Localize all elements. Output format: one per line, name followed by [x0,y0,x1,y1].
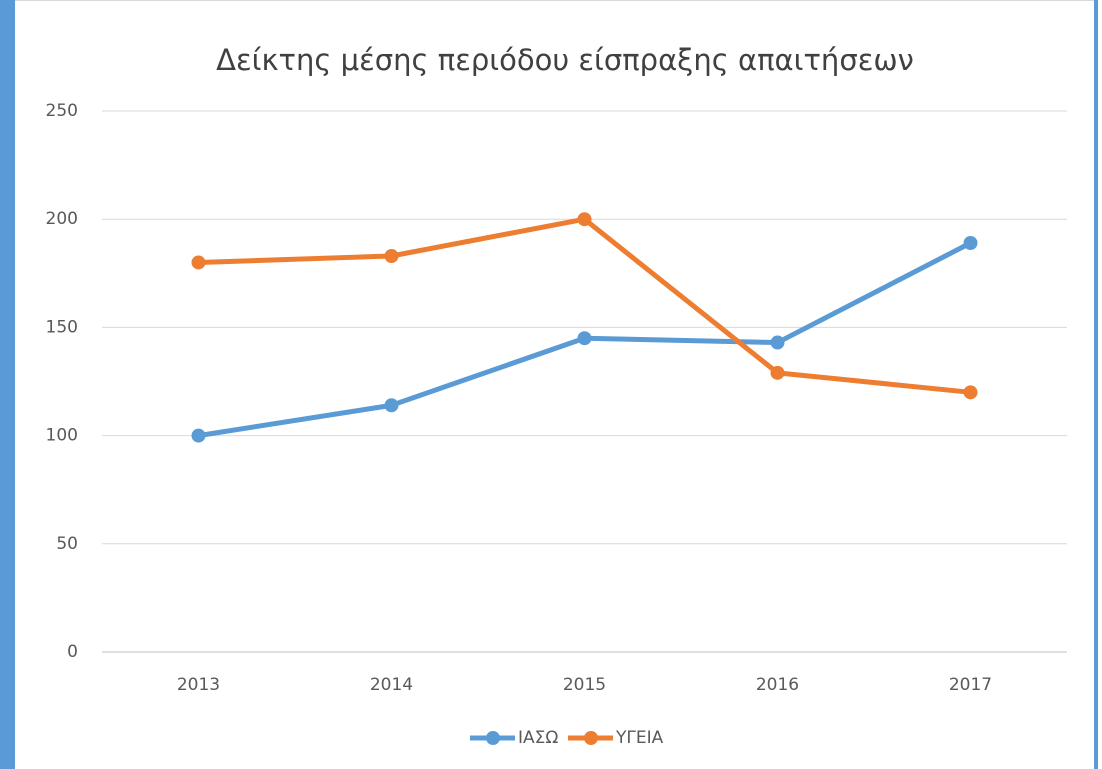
data-point [577,212,592,227]
legend-label: ΥΓΕΙΑ [615,728,664,748]
data-point [770,335,785,350]
data-point [770,365,785,380]
data-point [963,236,978,251]
x-tick-label: 2015 [563,675,606,695]
data-point [577,331,592,346]
chart-title: Δείκτης μέσης περιόδου είσπραξης απαιτήσ… [216,43,914,77]
y-tick-label: 50 [56,534,78,554]
legend-marker [486,731,500,745]
x-tick-label: 2017 [949,675,992,695]
y-tick-label: 150 [46,317,78,337]
x-tick-label: 2014 [370,675,413,695]
data-point [963,385,978,400]
y-tick-label: 200 [46,209,78,229]
legend-marker [584,731,598,745]
legend-label: ΙΑΣΩ [518,728,558,748]
data-point [384,398,399,413]
right-border [1094,0,1098,769]
y-tick-label: 250 [46,101,78,121]
x-tick-label: 2013 [177,675,220,695]
data-point [191,255,206,270]
data-point [384,248,399,263]
x-tick-label: 2016 [756,675,799,695]
y-tick-label: 100 [46,426,78,446]
data-point [191,428,206,443]
y-tick-label: 0 [67,642,78,662]
left-border [0,0,15,769]
